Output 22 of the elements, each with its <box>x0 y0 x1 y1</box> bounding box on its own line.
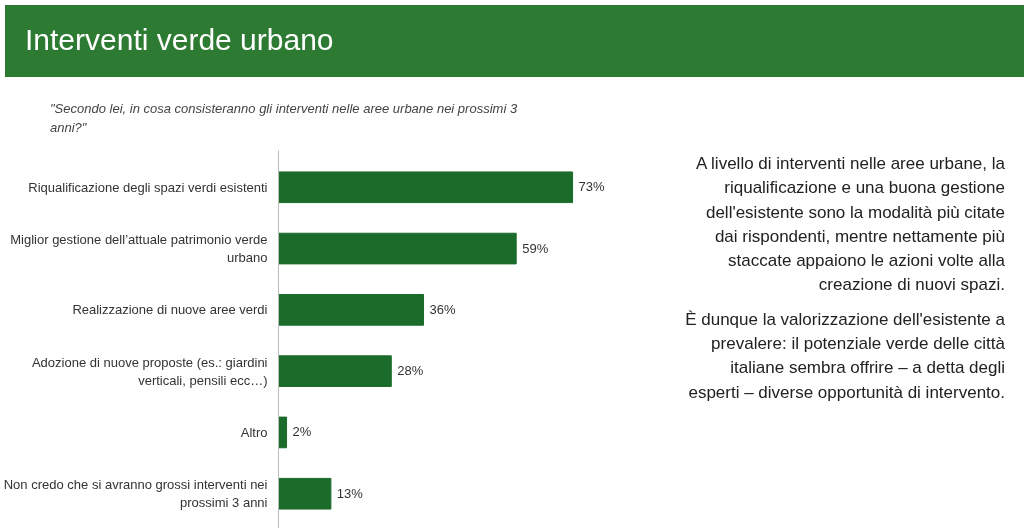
y-tick-label: Realizzazione di nuove aree verdi <box>72 302 268 318</box>
chart-title: Interventi verde urbano <box>25 22 334 58</box>
bar <box>278 232 517 265</box>
data-label: 2% <box>292 424 312 440</box>
data-label: 59% <box>522 240 549 256</box>
y-tick-label: Miglior gestione dell’attuale patrimonio verde urbano <box>10 232 268 266</box>
y-tick-label: Non credo che si avranno grossi interventi nei prossimi 3 anni <box>3 477 268 511</box>
bar <box>278 171 574 204</box>
bar <box>278 477 332 510</box>
bar <box>278 294 425 326</box>
bar <box>278 355 392 387</box>
y-tick-label: Altro <box>240 424 268 440</box>
data-label: 13% <box>336 485 364 501</box>
bar <box>278 416 288 449</box>
y-tick-label: Adozione di nuove proposte (es.: giardini verticali, pensili ecc…) <box>31 354 268 388</box>
data-label: 36% <box>429 301 456 317</box>
text: A livello di interventi nelle aree urbane, la riqualificazione e una buona gestione dell'esistente sono la modalità più citate dai rispondenti, mentre nettamente più staccate appaiono le azioni volte alla creazione di nuovi spazi. <box>694 153 1005 297</box>
y-tick-label: Riqualificazione degli spazi verdi esistenti <box>28 179 268 195</box>
chart-subtitle: "Secondo lei, in cosa consisteranno gli interventi nelle aree urbane nei prossimi 3 anni?" <box>50 100 519 137</box>
data-label: 28% <box>397 363 424 379</box>
text: È dunque la valorizzazione dell'esistente a prevalere: il potenziale verde delle città italiane sembra offrire – a detta degli esperti – diverse opportunità di intervento. <box>685 308 1005 404</box>
data-label: 73% <box>578 179 606 195</box>
